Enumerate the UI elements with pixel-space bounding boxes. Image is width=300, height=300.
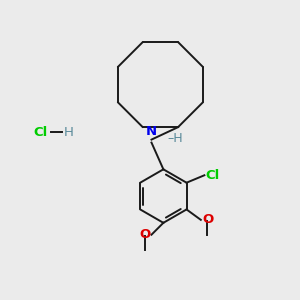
Text: O: O <box>139 228 150 241</box>
Text: H: H <box>63 126 73 139</box>
Text: Cl: Cl <box>206 169 220 182</box>
Text: Cl: Cl <box>33 126 47 139</box>
Text: O: O <box>202 213 213 226</box>
Text: N: N <box>146 125 157 138</box>
Text: –H: –H <box>168 132 184 145</box>
